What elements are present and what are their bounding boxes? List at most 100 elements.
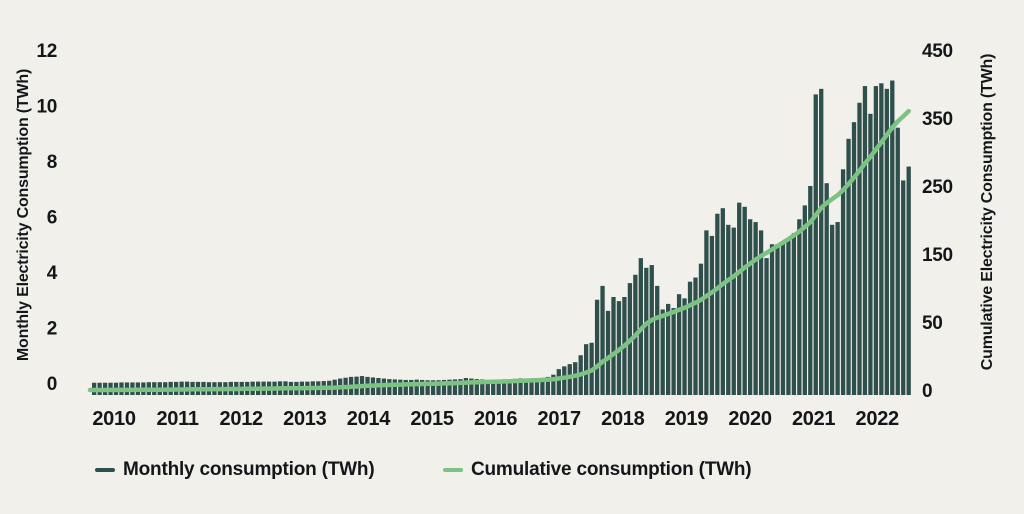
monthly-consumption-bar: [895, 127, 900, 395]
monthly-consumption-bar: [791, 233, 797, 395]
monthly-consumption-bar: [769, 244, 775, 395]
right-axis-tick-label: 0: [922, 381, 932, 402]
legend-label-cumulative: Cumulative consumption (TWh): [471, 459, 752, 480]
monthly-consumption-bar: [676, 294, 682, 395]
x-axis-year-label: 2013: [283, 408, 326, 430]
monthly-consumption-bar: [474, 379, 479, 395]
monthly-consumption-bar: [605, 310, 611, 395]
x-axis-year-label: 2020: [728, 408, 771, 430]
left-axis-tick-label: 4: [47, 263, 58, 284]
monthly-consumption-bar: [523, 378, 529, 395]
monthly-consumption-bar: [545, 376, 551, 395]
monthly-consumption-bar: [835, 222, 840, 395]
monthly-consumption-bar: [655, 285, 660, 396]
left-axis-tick-label: 2: [47, 319, 57, 340]
monthly-consumption-bar: [797, 219, 802, 395]
legend-item-cumulative: Cumulative consumption (TWh): [443, 459, 752, 481]
legend-item-monthly: Monthly consumption (TWh): [95, 459, 375, 481]
monthly-consumption-bar: [737, 202, 742, 396]
x-axis-year-label: 2010: [92, 408, 135, 430]
monthly-consumption-bar: [584, 344, 589, 395]
monthly-consumption-bar: [529, 378, 534, 395]
monthly-consumption-bar: [436, 380, 441, 395]
left-axis-tick-labels: 0 2 4 6 8 10 12: [36, 41, 58, 395]
monthly-consumption-bar: [458, 379, 463, 395]
monthly-consumption-bar: [518, 378, 523, 395]
monthly-consumption-bar: [551, 374, 556, 395]
monthly-consumption-bar: [469, 378, 474, 395]
x-axis-year-label: 2017: [538, 408, 581, 430]
left-axis-tick-label: 12: [36, 41, 57, 62]
right-axis-tick-label: 150: [922, 245, 953, 266]
x-axis-year-label: 2014: [347, 408, 391, 430]
right-axis-title: Cumulative Electricity Consumption (TWh): [979, 53, 996, 371]
monthly-consumption-bar: [709, 235, 715, 395]
monthly-consumption-bar: [671, 308, 676, 395]
monthly-consumption-bar: [420, 379, 425, 395]
monthly-consumption-bar: [644, 267, 649, 395]
monthly-consumption-bar: [540, 378, 545, 395]
right-axis-tick-label: 450: [922, 41, 953, 62]
monthly-consumption-bar: [764, 258, 769, 396]
left-axis-tick-label: 0: [47, 374, 57, 395]
monthly-consumption-bar: [830, 224, 835, 395]
monthly-consumption-bar: [573, 362, 578, 395]
left-axis-tick-label: 8: [47, 152, 57, 173]
right-axis-tick-labels: 0 50 150 250 350 450: [922, 41, 953, 402]
x-axis-year-label: 2018: [601, 408, 644, 430]
monthly-consumption-bar: [726, 224, 731, 395]
monthly-consumption-bar: [698, 263, 704, 395]
monthly-consumption-bar: [485, 380, 490, 395]
x-axis-year-label: 2016: [474, 408, 517, 430]
monthly-consumption-bar: [660, 309, 665, 395]
monthly-consumption-bar: [600, 285, 605, 396]
monthly-consumption-bar: [879, 83, 884, 396]
monthly-consumption-bar: [502, 379, 507, 395]
monthly-consumption-bar: [447, 379, 452, 395]
monthly-consumption-bar: [758, 230, 764, 396]
monthly-consumption-bar: [824, 183, 829, 395]
legend-label-monthly: Monthly consumption (TWh): [123, 459, 375, 480]
monthly-consumption-bar: [862, 86, 868, 395]
monthly-consumption-bar: [409, 379, 414, 395]
monthly-consumption-bar: [611, 296, 616, 395]
chart-legend: Monthly consumption (TWh) Cumulative con…: [0, 459, 1024, 489]
monthly-consumption-bar: [819, 88, 824, 395]
monthly-consumption-bar: [813, 94, 818, 396]
monthly-consumption-bar: [704, 230, 709, 396]
monthly-consumption-bar: [463, 378, 469, 395]
monthly-consumption-bar: [731, 227, 736, 395]
monthly-consumption-bar: [851, 122, 857, 396]
monthly-consumption-bar: [496, 379, 501, 395]
monthly-consumption-bar: [507, 379, 512, 395]
monthly-consumption-bar: [748, 219, 753, 395]
monthly-consumption-bar: [425, 380, 430, 395]
monthly-consumption-bar: [452, 379, 458, 395]
monthly-consumption-bar: [753, 222, 758, 395]
monthly-consumption-bar: [786, 240, 791, 395]
monthly-consumption-bar: [775, 244, 780, 395]
monthly-consumption-bar: [414, 379, 419, 395]
x-axis-year-label: 2015: [410, 408, 453, 430]
monthly-consumption-bar: [808, 185, 813, 395]
cumulative-line-series: [87, 108, 911, 393]
left-axis-tick-label: 10: [36, 97, 57, 118]
monthly-consumption-bar: [720, 208, 725, 395]
monthly-consumption-bar: [901, 180, 906, 395]
monthly-consumption-bar: [873, 86, 879, 395]
monthly-consumption-bar: [857, 102, 862, 395]
monthly-consumption-bar: [491, 379, 496, 395]
left-axis-title: Monthly Electricity Consumption (TWh): [15, 68, 32, 362]
left-axis-tick-label: 6: [47, 208, 57, 229]
x-axis-year-label: 2012: [220, 408, 263, 430]
monthly-consumption-bar: [666, 303, 671, 395]
monthly-consumption-bar: [512, 378, 518, 395]
monthly-consumption-bar: [742, 206, 747, 395]
monthly-consumption-bar: [780, 241, 786, 395]
x-axis-year-label: 2019: [665, 408, 708, 430]
monthly-consumption-bar: [398, 379, 403, 395]
monthly-consumption-bar: [682, 298, 687, 395]
monthly-consumption-bar: [480, 379, 485, 395]
